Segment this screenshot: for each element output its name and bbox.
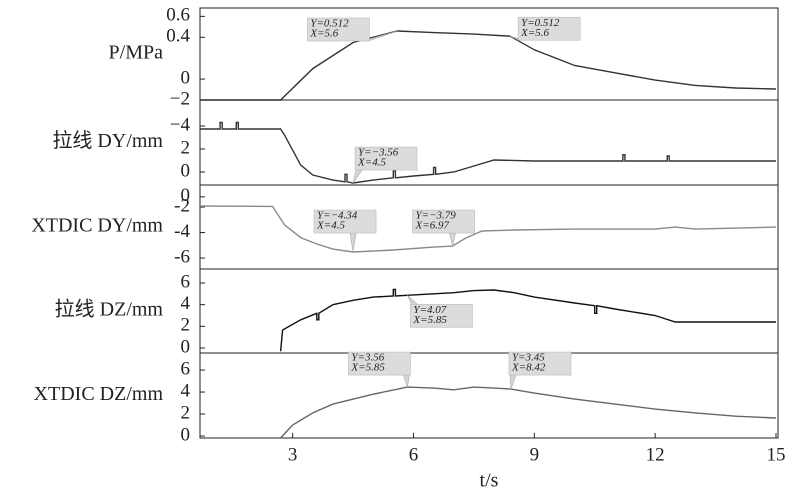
annotation-text: Y=−4.34: [317, 210, 358, 222]
annotation-text: Y=−3.79: [416, 210, 457, 222]
data-line: [279, 288, 776, 352]
panel-frame: [199, 352, 779, 439]
annotation-text: X=8.42: [511, 362, 546, 374]
annotation-text: X=6.97: [415, 220, 450, 232]
annotation-box: [348, 351, 411, 376]
x-tick-label: 15: [766, 444, 785, 465]
y-tick-label: 2: [181, 137, 191, 158]
y-tick-label: 4: [181, 380, 191, 401]
annotation-box: [508, 351, 572, 376]
annotation-text: X=4.5: [357, 157, 386, 169]
annotation-text: X=4.5: [316, 220, 345, 232]
x-tick-label: 9: [530, 444, 540, 465]
annotation-text: Y=0.512: [521, 17, 560, 29]
annotation-pointer: [349, 232, 357, 253]
y-tick-label: 6: [181, 271, 191, 292]
annotation: Y=3.45X=8.42: [508, 351, 572, 390]
panel-frame: [199, 7, 779, 101]
data-line: [199, 205, 777, 253]
data-line: [200, 121, 776, 184]
data-line: [280, 386, 777, 439]
annotation-box: [410, 303, 473, 328]
y-tick-label: -4: [174, 221, 190, 242]
annotation-text: Y=3.45: [512, 352, 545, 364]
annotation-box: [307, 17, 370, 42]
y-tick-label: 2: [181, 402, 191, 423]
y-tick-label: −2: [170, 88, 190, 109]
y-tick-label: -6: [174, 246, 190, 267]
y-tick-label: 0.6: [166, 5, 190, 26]
annotation-pointer: [403, 374, 410, 388]
x-axis-label: t/s: [480, 470, 499, 492]
y-axis-label: P/MPa: [109, 42, 164, 64]
y-axis-label: XTDIC DZ/mm: [34, 383, 164, 405]
annotation-box: [354, 146, 418, 171]
y-tick-label: 0: [181, 336, 191, 357]
annotation-text: X=5.85: [412, 314, 447, 326]
annotation-box: [412, 209, 475, 234]
y-axis-label: XTDIC DY/mm: [31, 215, 163, 237]
y-tick-label: -2: [174, 195, 190, 216]
annotation-box: [517, 16, 581, 41]
y-tick-label: 0: [181, 185, 191, 206]
annotation-text: Y=3.56: [351, 352, 384, 364]
annotation: Y=4.07X=5.85: [407, 295, 473, 328]
y-axis-label: 拉线 DZ/mm: [55, 298, 164, 321]
x-tick-label: 6: [409, 444, 419, 465]
y-tick-label: 0: [181, 424, 191, 445]
annotation-text: Y=0.512: [310, 18, 349, 30]
annotation: Y=−3.56X=4.5: [352, 146, 418, 184]
x-tick-label: 12: [646, 444, 665, 465]
y-tick-label: −4: [170, 114, 191, 135]
panel-frame: [199, 268, 779, 354]
annotation-text: X=5.85: [350, 362, 385, 374]
y-tick-label: 6: [181, 358, 191, 379]
annotation: Y=−4.34X=4.5: [313, 209, 377, 253]
annotation-text: X=5.6: [309, 28, 338, 40]
panel-frame: [199, 99, 779, 186]
annotation-box: [313, 209, 377, 234]
y-tick-label: 4: [181, 293, 191, 314]
y-axis-label: 拉线 DY/mm: [52, 129, 163, 152]
x-tick-label: 3: [288, 444, 298, 465]
annotation: Y=−3.79X=6.97: [412, 209, 475, 247]
y-tick-label: 2: [181, 315, 191, 336]
annotation-text: Y=4.07: [413, 304, 446, 316]
y-tick-label: 0.4: [166, 26, 190, 47]
data-line: [200, 30, 777, 101]
annotation-pointer: [352, 169, 363, 184]
y-tick-label: 0: [181, 67, 191, 88]
annotation-pointer: [509, 374, 517, 390]
annotation-text: X=5.6: [520, 27, 549, 39]
y-tick-label: 0: [181, 160, 191, 181]
annotation: Y=3.56X=5.85: [348, 351, 411, 388]
annotation-text: Y=−3.56: [358, 147, 399, 159]
